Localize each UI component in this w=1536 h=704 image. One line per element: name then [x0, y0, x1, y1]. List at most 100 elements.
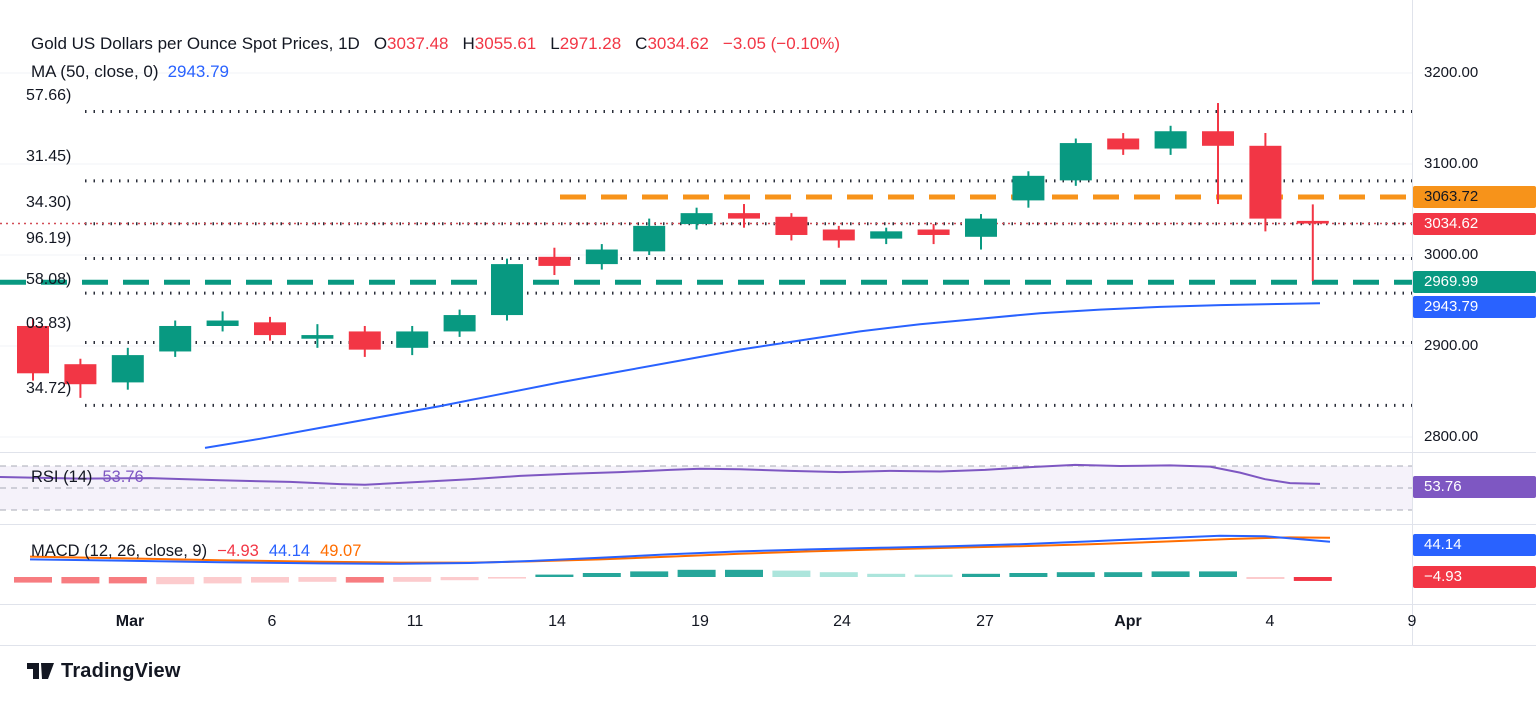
macd-hist-bar	[14, 577, 52, 583]
macd-signal-line	[29, 536, 1331, 564]
macd-hist-badge: −4.93	[1413, 566, 1536, 588]
ma-label: MA (50, close, 0)	[31, 62, 159, 81]
macd-value-badge: 44.14	[1413, 534, 1536, 556]
low-value: 2971.28	[559, 34, 622, 53]
left-line-label: 96.19)	[26, 230, 72, 247]
high-label: H	[462, 34, 475, 53]
time-tick: 27	[976, 613, 994, 630]
candle-body	[491, 264, 523, 316]
orange-level-badge: 3063.72	[1413, 186, 1536, 208]
candle-body	[1249, 145, 1282, 219]
symbol-title[interactable]: Gold US Dollars per Ounce Spot Prices, 1…	[31, 34, 360, 53]
symbol-legend[interactable]: Gold US Dollars per Ounce Spot Prices, 1…	[31, 34, 840, 54]
time-tick: 9	[1407, 613, 1417, 630]
macd-hist-bar	[1293, 577, 1332, 581]
candle-body	[585, 249, 618, 265]
candle-body	[348, 331, 381, 350]
macd-line	[29, 534, 1331, 565]
candle-body	[17, 325, 49, 374]
price-change: −3.05 (−0.10%)	[722, 34, 841, 53]
left-line-label: 31.45)	[26, 148, 72, 165]
macd-hist-bar	[677, 569, 716, 577]
macd-hist-bar	[393, 577, 432, 582]
rsi-line	[0, 463, 1321, 486]
candle-body	[633, 225, 666, 252]
candle-body	[301, 335, 334, 339]
time-tick: 14	[548, 613, 566, 630]
time-tick: 11	[406, 613, 424, 630]
candle-body	[396, 331, 429, 348]
ma-value-badge: 2943.79	[1413, 296, 1536, 318]
ohlc-low: L 2971.28	[550, 34, 621, 54]
macd-hist-bar	[1246, 577, 1285, 579]
tradingview-logo-icon[interactable]	[27, 659, 54, 683]
time-tick: Apr	[1114, 613, 1142, 630]
macd-hist-bar	[867, 573, 906, 577]
macd-label: MACD (12, 26, close, 9)	[31, 542, 208, 560]
candle-body	[254, 322, 286, 336]
open-label: O	[373, 34, 388, 53]
candle-body	[538, 256, 571, 266]
candle-body	[680, 213, 713, 225]
macd-signal-value: 49.07	[320, 542, 362, 560]
close-label: C	[635, 34, 648, 53]
ma-50-line	[204, 302, 1321, 449]
rsi-value: 53.76	[102, 468, 144, 486]
time-tick: 4	[1265, 613, 1275, 630]
macd-hist-bar	[772, 570, 811, 577]
macd-hist-bar	[582, 573, 621, 577]
ohlc-close: C 3034.62	[635, 34, 709, 54]
close-value: 3034.62	[647, 34, 709, 53]
price-axis-label: 3100.00	[1424, 155, 1479, 172]
macd-hist-bar	[440, 577, 479, 581]
candle-body	[1202, 131, 1234, 146]
rsi-value-badge: 53.76	[1413, 476, 1536, 498]
rsi-legend[interactable]: RSI (14) 53.76	[31, 468, 144, 487]
left-line-label: 34.30)	[26, 194, 72, 211]
price-axis-label: 3200.00	[1424, 64, 1479, 81]
macd-hist-bar	[962, 573, 1000, 577]
time-tick: 6	[267, 613, 277, 630]
macd-hist-bar	[535, 574, 574, 577]
price-axis-label: 2900.00	[1424, 337, 1479, 354]
ohlc-high: H 3055.61	[463, 34, 537, 54]
macd-hist-bar	[1151, 571, 1190, 577]
price-axis-label: 3000.00	[1424, 246, 1479, 263]
brand-name[interactable]: TradingView	[61, 659, 181, 682]
macd-hist-value: −4.93	[217, 542, 259, 560]
candle-body	[728, 213, 760, 219]
time-tick: 24	[833, 613, 851, 630]
open-value: 3037.48	[387, 34, 449, 53]
macd-hist-bar	[251, 577, 289, 583]
left-line-label: 03.83)	[26, 315, 72, 332]
macd-hist-bar	[488, 577, 526, 579]
macd-hist-bar	[156, 577, 195, 585]
candle-body	[206, 320, 239, 326]
rsi-label: RSI (14)	[31, 468, 93, 486]
time-tick: Mar	[115, 613, 145, 630]
macd-hist-bar	[1199, 571, 1237, 577]
green-level-badge: 2969.99	[1413, 271, 1536, 293]
macd-legend[interactable]: MACD (12, 26, close, 9) −4.93 44.14 49.0…	[31, 542, 361, 561]
candle-body	[917, 229, 950, 235]
price-axis-label: 2800.00	[1424, 428, 1479, 445]
macd-hist-bar	[203, 577, 242, 584]
candle-body	[1059, 143, 1092, 181]
candle-body	[822, 229, 855, 241]
candle-body	[111, 355, 144, 383]
macd-line-value: 44.14	[268, 542, 311, 560]
macd-hist-bar	[630, 571, 669, 577]
ma-legend[interactable]: MA (50, close, 0) 2943.79	[31, 62, 229, 82]
ohlc-open: O 3037.48	[374, 34, 449, 54]
candle-body	[965, 218, 997, 237]
macd-hist-bar	[298, 577, 337, 582]
high-value: 3055.61	[474, 34, 537, 53]
candle-body	[159, 325, 192, 352]
low-label: L	[550, 34, 560, 53]
ma-value: 2943.79	[167, 62, 230, 81]
left-line-label: 57.66)	[26, 87, 72, 104]
macd-hist-bar	[819, 572, 858, 577]
